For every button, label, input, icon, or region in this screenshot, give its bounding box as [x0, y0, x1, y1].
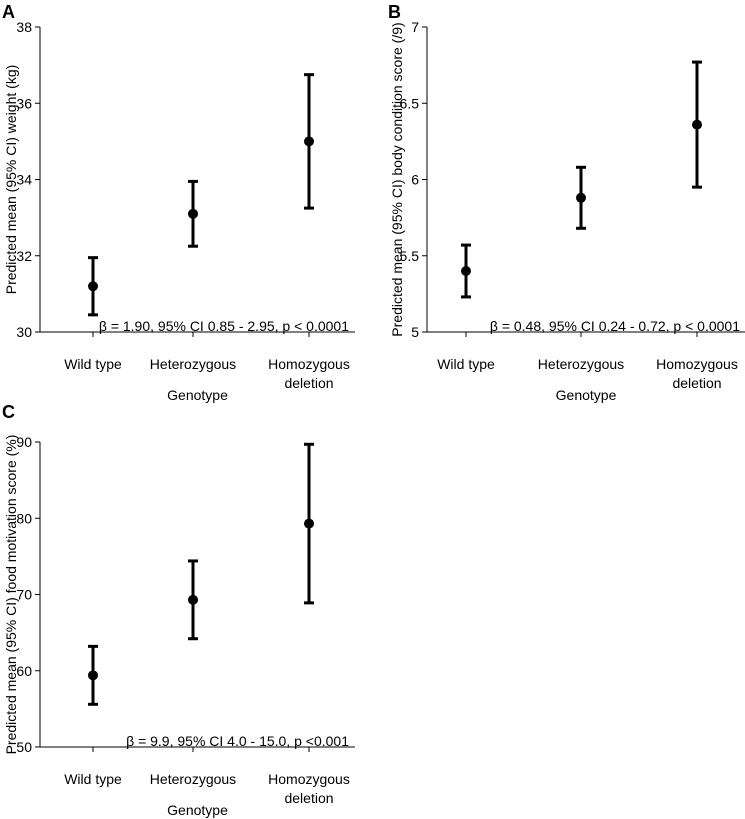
y-tick-label: 6.5	[400, 95, 420, 111]
y-tick-label: 38	[16, 19, 32, 35]
stats-annotation: β = 0.48, 95% CI 0.24 - 0.72, p < 0.0001	[490, 318, 740, 334]
x-tick-label: Heterozygous	[538, 356, 624, 372]
point-estimate	[188, 594, 198, 605]
x-tick-label: Homozygous deletion	[268, 356, 350, 391]
y-axis-title: Predicted mean (95% CI) weight (kg)	[3, 65, 19, 295]
point-estimate	[188, 208, 198, 219]
point-estimate	[304, 136, 314, 147]
y-tick-label: 32	[16, 248, 32, 264]
y-tick-label: 30	[16, 324, 32, 340]
point-estimate	[88, 281, 98, 292]
y-tick-label: 80	[16, 510, 32, 526]
x-axis-title: Genotype	[167, 387, 228, 403]
y-tick-label: 36	[16, 95, 32, 111]
chart-panel-a: A 30 32 34 36 38 Wild type Heterozygous Homozygo…	[2, 2, 355, 403]
stats-annotation: β = 9.9, 95% CI 4.0 - 15.0, p <0.001	[126, 733, 349, 749]
x-tick-label: Wild type	[64, 356, 122, 372]
y-tick-label: 6	[411, 172, 419, 188]
chart-panel-c: C 50 60 70 80 90 Wild type Heterozygous Homozygo…	[2, 402, 355, 818]
y-tick-label: 7	[411, 19, 419, 35]
y-tick-label: 60	[16, 663, 32, 679]
point-estimate	[576, 192, 586, 203]
x-tick-label: Heterozygous	[150, 771, 236, 787]
x-tick-label: Wild type	[64, 771, 122, 787]
y-tick-label: 90	[16, 434, 32, 450]
y-tick-label: 70	[16, 587, 32, 603]
x-tick-label: Heterozygous	[150, 356, 236, 372]
x-axis-title: Genotype	[167, 802, 228, 818]
y-axis-title: Predicted mean (95% CI) body condition s…	[389, 22, 405, 336]
y-tick-label: 5.5	[400, 248, 420, 264]
panel-letter: C	[2, 402, 15, 422]
point-estimate	[461, 266, 471, 276]
x-axis-title: Genotype	[556, 387, 617, 403]
panel-letter: A	[2, 2, 15, 22]
point-estimate	[692, 119, 702, 130]
y-tick-label: 5	[411, 324, 419, 340]
x-tick-label: Wild type	[437, 356, 495, 372]
x-tick-label: Homozygous deletion	[268, 771, 350, 806]
y-tick-label: 50	[16, 739, 32, 755]
x-tick-label: Homozygous deletion	[656, 356, 738, 391]
panel-letter: B	[388, 2, 401, 22]
y-tick-label: 34	[16, 172, 32, 188]
y-axis-title: Predicted mean (95% CI) food motivation …	[3, 435, 19, 755]
stats-annotation: β = 1.90, 95% CI 0.85 - 2.95, p < 0.0001	[99, 318, 349, 334]
chart-panel-b: B 5 5.5 6 6.5 7 Wild type Heterozygous Homozygou…	[388, 2, 745, 403]
point-estimate	[88, 670, 98, 681]
point-estimate	[304, 518, 314, 529]
